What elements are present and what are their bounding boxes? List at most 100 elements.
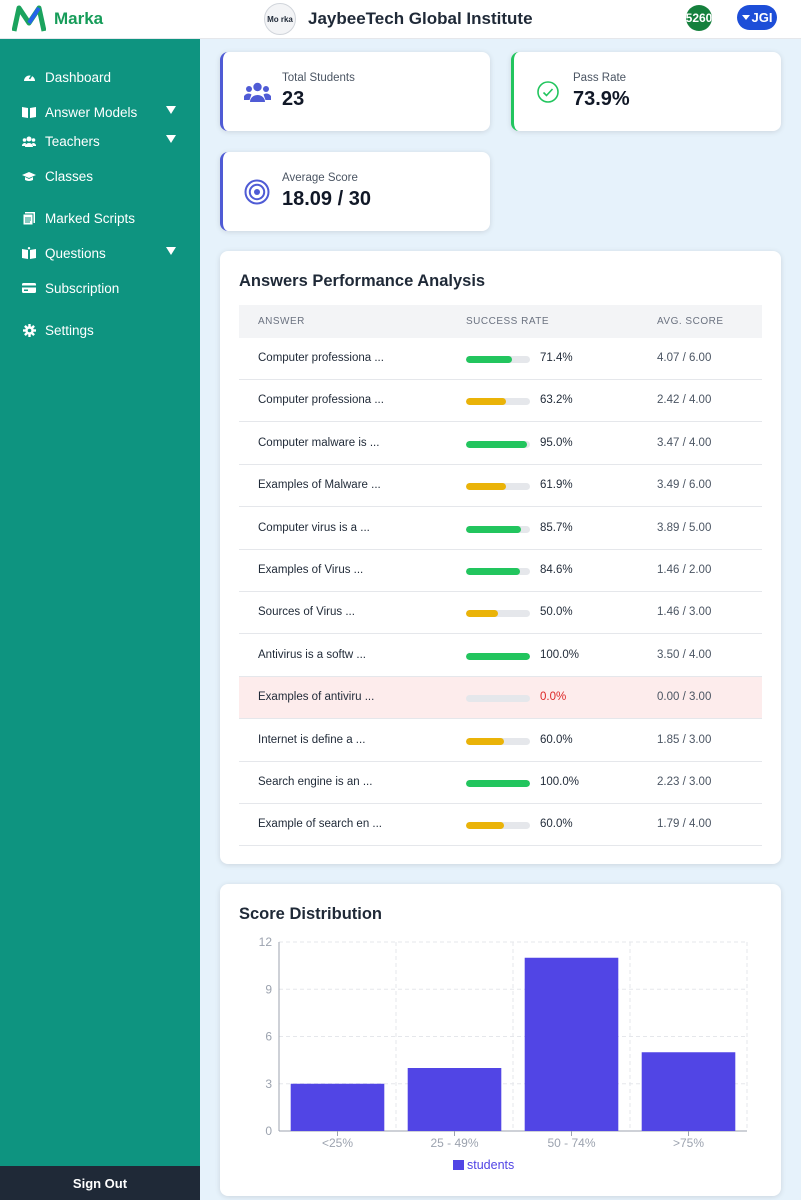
- sidebar-item-classes[interactable]: Classes: [0, 161, 200, 191]
- answer-cell: Computer virus is a ...: [258, 521, 370, 534]
- avg-score-value: 2.23 / 3.00: [657, 776, 712, 788]
- success-rate-bar: [466, 483, 530, 491]
- success-rate-bar: [466, 440, 530, 448]
- table-row[interactable]: Antivirus is a softw ... 100.0% 3.50 / 4.0…: [239, 635, 762, 677]
- documents-icon: [22, 211, 36, 225]
- y-tick-label: 6: [265, 1030, 272, 1044]
- sidebar-item-teachers[interactable]: Teachers: [0, 126, 200, 156]
- sign-out-button[interactable]: Sign Out: [0, 1166, 200, 1200]
- success-rate-value: 60.0%: [540, 733, 573, 746]
- credits-badge[interactable]: 5260: [686, 5, 712, 31]
- success-rate-bar-fill: [466, 610, 498, 618]
- avg-score-value: 1.85 / 3.00: [657, 733, 712, 746]
- success-rate-bar: [466, 822, 530, 830]
- answer-cell: Antivirus is a softw ...: [258, 648, 367, 661]
- score-distribution-card: Score Distribution 0 3 6 9 12 <25% 25 - 49% 50 …: [220, 884, 781, 1196]
- graduation-cap-icon: [22, 169, 36, 183]
- sidebar-item-questions[interactable]: Questions: [0, 238, 200, 268]
- success-rate-bar-fill: [466, 568, 521, 575]
- sidebar-item-answer-models[interactable]: Answer Models: [0, 97, 200, 127]
- avg-score-value: 4.07 / 6.00: [657, 352, 712, 364]
- score-distribution-chart: 0 3 6 9 12 <25% 25 - 49% 50 - 74% >75% students: [259, 935, 748, 1172]
- sidebar-item-marked-scripts[interactable]: Marked Scripts: [0, 203, 200, 233]
- avg-score-value: 1.46 / 3.00: [657, 606, 712, 619]
- avg-score-value: 1.79 / 4.00: [657, 818, 712, 831]
- column-answer: ANSWER: [258, 316, 305, 327]
- users-icon: [22, 134, 36, 148]
- table-row[interactable]: Computer professiona ... 71.4% 4.07 / 6.00: [239, 338, 762, 380]
- success-rate-bar: [466, 780, 530, 787]
- success-rate-value: 100.0%: [540, 648, 580, 661]
- table-row[interactable]: Computer professiona ... 63.2% 2.42 / 4.00: [239, 380, 762, 423]
- avg-score-value: 3.50 / 4.00: [657, 648, 712, 661]
- credit-card-icon: [22, 281, 36, 295]
- y-tick-label: 9: [265, 982, 272, 996]
- table-row[interactable]: Examples of Malware ... 61.9% 3.49 / 6.00: [239, 465, 762, 508]
- table-row[interactable]: Computer virus is a ... 85.7% 3.89 / 5.00: [239, 508, 762, 550]
- chart-title: Score Distribution: [239, 905, 383, 923]
- table-row[interactable]: Internet is define a ... 60.0% 1.85 / 3.00: [239, 720, 762, 762]
- success-rate-bar: [466, 652, 530, 660]
- top-bar: Marka Mo rka JaybeeTech Global Institute…: [0, 0, 801, 39]
- brand[interactable]: Marka: [12, 5, 103, 33]
- table-row[interactable]: Sources of Virus ... 50.0% 1.46 / 3.00: [239, 592, 762, 635]
- user-initials: JGI: [751, 10, 773, 25]
- avg-score-value: 2.42 / 4.00: [657, 394, 712, 407]
- y-tick-label: 12: [259, 935, 273, 949]
- answer-cell: Computer malware is ...: [258, 436, 380, 449]
- x-tick-label: >75%: [673, 1136, 704, 1150]
- table-row[interactable]: Search engine is an ... 100.0% 2.23 / 3.00: [239, 762, 762, 804]
- y-tick-label: 0: [265, 1124, 272, 1138]
- user-menu-button[interactable]: JGI: [737, 5, 777, 30]
- avg-score-value: 0.00 / 3.00: [657, 691, 712, 704]
- book-reader-icon: [22, 246, 36, 260]
- total-students-card: Total Students 23: [220, 52, 490, 131]
- success-rate-bar: [466, 356, 530, 363]
- check-circle-icon: [534, 78, 562, 106]
- success-rate-value: 60.0%: [540, 818, 573, 831]
- success-rate-bar-fill: [466, 652, 530, 660]
- success-rate-value: 95.0%: [540, 436, 573, 449]
- total-students-value: 23: [282, 88, 305, 110]
- x-tick-label: 25 - 49%: [430, 1136, 478, 1150]
- gear-icon: [22, 323, 36, 337]
- average-score-label: Average Score: [282, 172, 358, 184]
- table-row[interactable]: Example of search en ... 60.0% 1.79 / 4.00: [239, 804, 762, 847]
- success-rate-bar-fill: [466, 356, 512, 363]
- institute: Mo rka JaybeeTech Global Institute: [264, 3, 533, 35]
- table-row[interactable]: Computer malware is ... 95.0% 3.47 / 4.00: [239, 423, 762, 465]
- success-rate-value: 100.0%: [540, 776, 580, 788]
- sidebar-item-settings[interactable]: Settings: [0, 315, 200, 345]
- pass-rate-value: 73.9%: [573, 88, 630, 110]
- table-row[interactable]: Examples of Virus ... 84.6% 1.46 / 2.00: [239, 550, 762, 592]
- bar-0: [290, 1083, 385, 1131]
- users-icon: [243, 78, 271, 106]
- success-rate-bar: [466, 737, 530, 745]
- success-rate-value: 85.7%: [540, 521, 573, 534]
- success-rate-bar-fill: [466, 737, 505, 745]
- success-rate-bar: [466, 610, 530, 618]
- expand-arrow-icon: [166, 135, 176, 143]
- success-rate-bar-fill: [466, 398, 507, 406]
- target-icon: [243, 178, 271, 206]
- performance-title: Answers Performance Analysis: [239, 272, 486, 290]
- answer-cell: Computer professiona ...: [258, 394, 384, 407]
- success-rate-bar: [466, 525, 530, 533]
- success-rate-value: 50.0%: [540, 606, 573, 619]
- caret-down-icon: [741, 15, 750, 20]
- x-tick-label: 50 - 74%: [547, 1136, 595, 1150]
- dashboard-icon: [22, 70, 36, 84]
- answer-cell: Internet is define a ...: [258, 733, 366, 746]
- answer-cell: Search engine is an ...: [258, 776, 373, 788]
- answer-cell: Sources of Virus ...: [258, 606, 355, 619]
- total-students-label: Total Students: [282, 72, 355, 84]
- expand-arrow-icon: [166, 247, 176, 255]
- legend-swatch: [453, 1160, 464, 1170]
- average-score-card: Average Score 18.09 / 30: [220, 152, 490, 231]
- sidebar-item-dashboard[interactable]: Dashboard: [0, 62, 200, 92]
- sidebar-item-subscription[interactable]: Subscription: [0, 273, 200, 303]
- brand-name: Marka: [54, 9, 104, 28]
- success-rate-bar: [466, 695, 530, 703]
- table-row[interactable]: Examples of antiviru ... 0.0% 0.00 / 3.00: [239, 677, 762, 720]
- pass-rate-card: Pass Rate 73.9%: [511, 52, 781, 131]
